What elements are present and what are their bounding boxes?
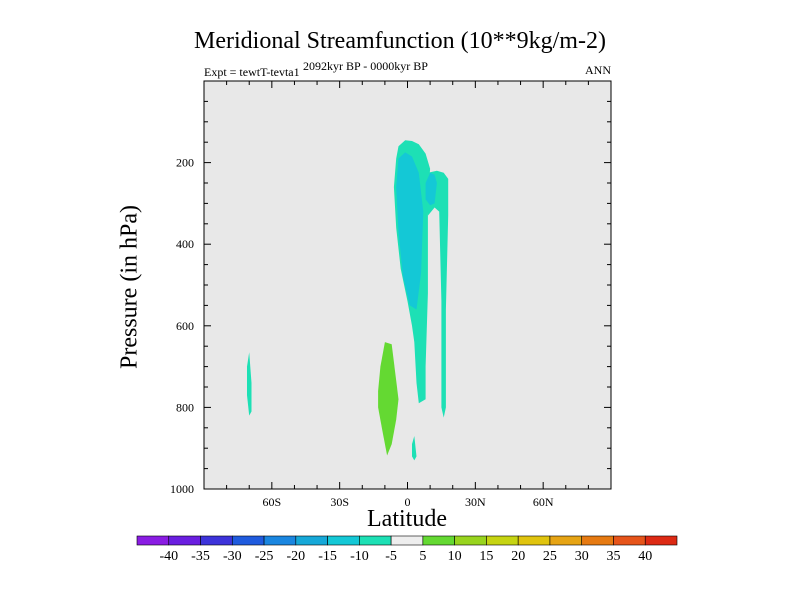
colorbar-swatch: [517, 535, 551, 546]
colorbar-swatch: [359, 535, 392, 546]
y-tick-label: 200: [176, 156, 194, 170]
colorbar-label: -15: [318, 549, 337, 564]
experiment-label: Expt = tewtT-tevta1: [204, 65, 300, 79]
colorbar-label: 10: [448, 549, 462, 564]
contour-region-ne-lobe: [423, 170, 449, 418]
colorbar-swatch: [327, 535, 360, 546]
colorbar-swatch: [263, 535, 297, 546]
y-tick-label: 400: [176, 237, 194, 251]
colorbar-label: 25: [543, 549, 557, 564]
colorbar-swatch: [422, 535, 455, 546]
time-period-label: 2092kyr BP - 0000kyr BP: [303, 59, 428, 73]
x-tick-label: 60S: [262, 495, 281, 509]
contour-region-ne-lobe-core: [425, 172, 437, 206]
contour-region-lower-positive-cell: [378, 342, 399, 456]
colorbar-swatch: [231, 535, 265, 546]
colorbar-label: 40: [638, 549, 652, 564]
colorbar-swatch: [390, 535, 424, 546]
colorbar-label: 30: [575, 549, 589, 564]
colorbar-label: -40: [159, 549, 178, 564]
colorbar-label: 35: [607, 549, 621, 564]
contour-regions: [247, 140, 449, 461]
x-axis-label: Latitude: [367, 506, 447, 532]
colorbar-label: -5: [385, 549, 397, 564]
colorbar: -40 -35 -30 -25 -20 -15 -10 -5 5 10 15 20 25 30 35 40: [136, 535, 678, 564]
x-tick-label: 30S: [330, 495, 349, 509]
season-label: ANN: [585, 63, 611, 77]
colorbar-swatch: [168, 535, 201, 546]
colorbar-swatch: [581, 535, 614, 546]
x-tick-label: 0: [405, 495, 411, 509]
colorbar-swatch: [549, 535, 583, 546]
colorbar-label: 5: [419, 549, 426, 564]
colorbar-label: -20: [286, 549, 305, 564]
plot-axes: 60S 30S 0 30N 60N 200 400 600 800 1000: [170, 80, 612, 509]
contour-region-south-sliver: [247, 352, 252, 416]
contour-region-upper-cell-core: [396, 152, 424, 310]
colorbar-label: -35: [191, 549, 210, 564]
colorbar-label: 20: [511, 549, 525, 564]
colorbar-swatch: [200, 535, 233, 546]
y-tick-label: 1000: [170, 482, 194, 496]
colorbar-swatch: [136, 535, 170, 546]
colorbar-swatch: [486, 535, 519, 546]
y-tick-label: 800: [176, 400, 194, 414]
colorbar-label: 15: [479, 549, 493, 564]
contour-region-tiny-blob: [412, 436, 417, 461]
y-tick-label: 600: [176, 319, 194, 333]
colorbar-label: -30: [223, 549, 242, 564]
colorbar-label: -10: [350, 549, 369, 564]
colorbar-label: -25: [255, 549, 274, 564]
chart-title: Meridional Streamfunction (10**9kg/m-2): [194, 28, 606, 54]
x-tick-label: 60N: [533, 495, 554, 509]
colorbar-swatch: [295, 535, 328, 546]
colorbar-swatch: [454, 535, 487, 546]
x-tick-label: 30N: [465, 495, 486, 509]
colorbar-swatch: [644, 535, 678, 546]
colorbar-swatch: [613, 535, 646, 546]
